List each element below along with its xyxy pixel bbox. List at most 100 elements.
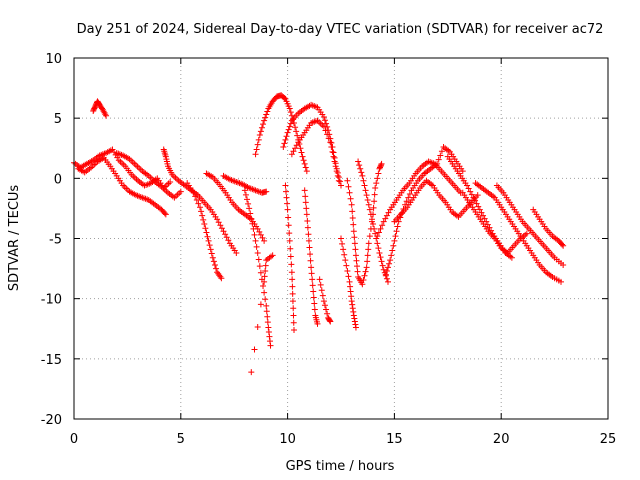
grid	[74, 58, 608, 419]
data-point	[257, 128, 264, 135]
data-point	[310, 294, 317, 301]
data-point	[355, 158, 362, 165]
data-point	[382, 271, 389, 278]
data-point	[262, 296, 269, 303]
data-point	[254, 249, 261, 256]
data-point	[286, 237, 293, 244]
data-point	[265, 324, 272, 331]
data-point	[376, 249, 383, 256]
data-point	[342, 257, 349, 264]
data-point	[288, 151, 295, 158]
data-point	[210, 258, 217, 265]
data-point	[177, 188, 184, 195]
series-sat-i	[241, 187, 274, 349]
data-point	[349, 305, 356, 312]
data-point	[261, 237, 268, 244]
data-point	[287, 109, 294, 116]
data-point	[383, 212, 390, 219]
data-point	[257, 231, 264, 238]
data-point	[215, 219, 222, 226]
data-point	[262, 114, 269, 121]
data-point	[384, 264, 391, 271]
series-sat-y	[472, 180, 565, 285]
data-point	[249, 220, 256, 227]
data-point	[283, 133, 290, 140]
data-point	[371, 191, 378, 198]
series-sat-g	[203, 170, 268, 244]
data-point	[266, 333, 273, 340]
y-tick-label: -20	[41, 413, 62, 428]
data-point	[256, 228, 263, 235]
data-point	[254, 323, 261, 330]
data-point	[302, 164, 309, 171]
data-point	[285, 126, 292, 133]
data-point	[190, 189, 197, 196]
data-point	[263, 188, 270, 195]
data-point	[213, 265, 220, 272]
data-point	[351, 240, 358, 247]
data-point	[287, 245, 294, 252]
data-point	[478, 209, 485, 216]
data-point	[263, 302, 270, 309]
data-point	[374, 233, 381, 240]
data-point	[321, 117, 328, 124]
data-point	[350, 221, 357, 228]
data-point	[348, 293, 355, 300]
series-sat-r	[344, 160, 385, 288]
data-point	[339, 240, 346, 247]
data-point	[397, 214, 404, 221]
data-point	[289, 298, 296, 305]
data-point	[248, 369, 255, 376]
data-point	[161, 210, 168, 217]
data-point	[195, 200, 202, 207]
data-point	[248, 215, 255, 222]
data-point	[307, 251, 314, 258]
series-sat-z	[493, 182, 567, 268]
y-tick-label: -10	[41, 293, 62, 308]
data-point	[290, 305, 297, 312]
data-point	[285, 222, 292, 229]
series-sat-l	[280, 101, 344, 189]
data-point	[203, 229, 210, 236]
data-point	[366, 233, 373, 240]
data-point	[380, 266, 387, 273]
data-point	[364, 258, 371, 265]
data-point	[464, 182, 471, 189]
data-point	[292, 145, 299, 152]
data-point	[405, 194, 412, 201]
data-point	[390, 242, 397, 249]
data-point	[385, 209, 392, 216]
data-point	[261, 117, 268, 124]
data-point	[217, 222, 224, 229]
data-point	[320, 123, 327, 130]
x-tick-label: 25	[600, 432, 617, 447]
data-point	[281, 95, 288, 102]
data-point	[368, 216, 375, 223]
data-point	[336, 178, 343, 185]
data-point	[481, 215, 488, 222]
data-point	[393, 228, 400, 235]
data-point	[242, 191, 249, 198]
x-tick-label: 10	[279, 432, 296, 447]
data-point	[251, 346, 258, 353]
data-point	[331, 158, 338, 165]
data-point	[306, 244, 313, 251]
series-sat-o	[301, 187, 321, 327]
data-point	[345, 273, 352, 280]
data-point	[360, 177, 367, 184]
data-point	[269, 252, 276, 259]
data-point	[349, 208, 356, 215]
data-point	[291, 326, 298, 333]
data-point	[367, 211, 374, 218]
series-sat-q	[338, 235, 359, 331]
data-point	[379, 222, 386, 229]
data-point	[347, 288, 354, 295]
data-point	[322, 127, 329, 134]
data-point	[162, 211, 169, 218]
data-point	[351, 315, 358, 322]
data-point	[360, 277, 367, 284]
data-point	[262, 267, 269, 274]
data-point	[301, 187, 308, 194]
data-point	[365, 246, 372, 253]
data-point	[261, 273, 268, 280]
